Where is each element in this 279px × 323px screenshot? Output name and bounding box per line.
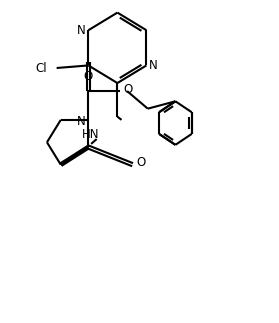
- Text: N: N: [77, 24, 86, 37]
- Text: HN: HN: [82, 128, 99, 141]
- Text: O: O: [137, 156, 146, 169]
- Text: N: N: [149, 59, 158, 72]
- Text: N: N: [77, 115, 86, 128]
- Text: O: O: [84, 70, 93, 83]
- Text: O: O: [124, 83, 133, 96]
- Text: Cl: Cl: [35, 62, 47, 75]
